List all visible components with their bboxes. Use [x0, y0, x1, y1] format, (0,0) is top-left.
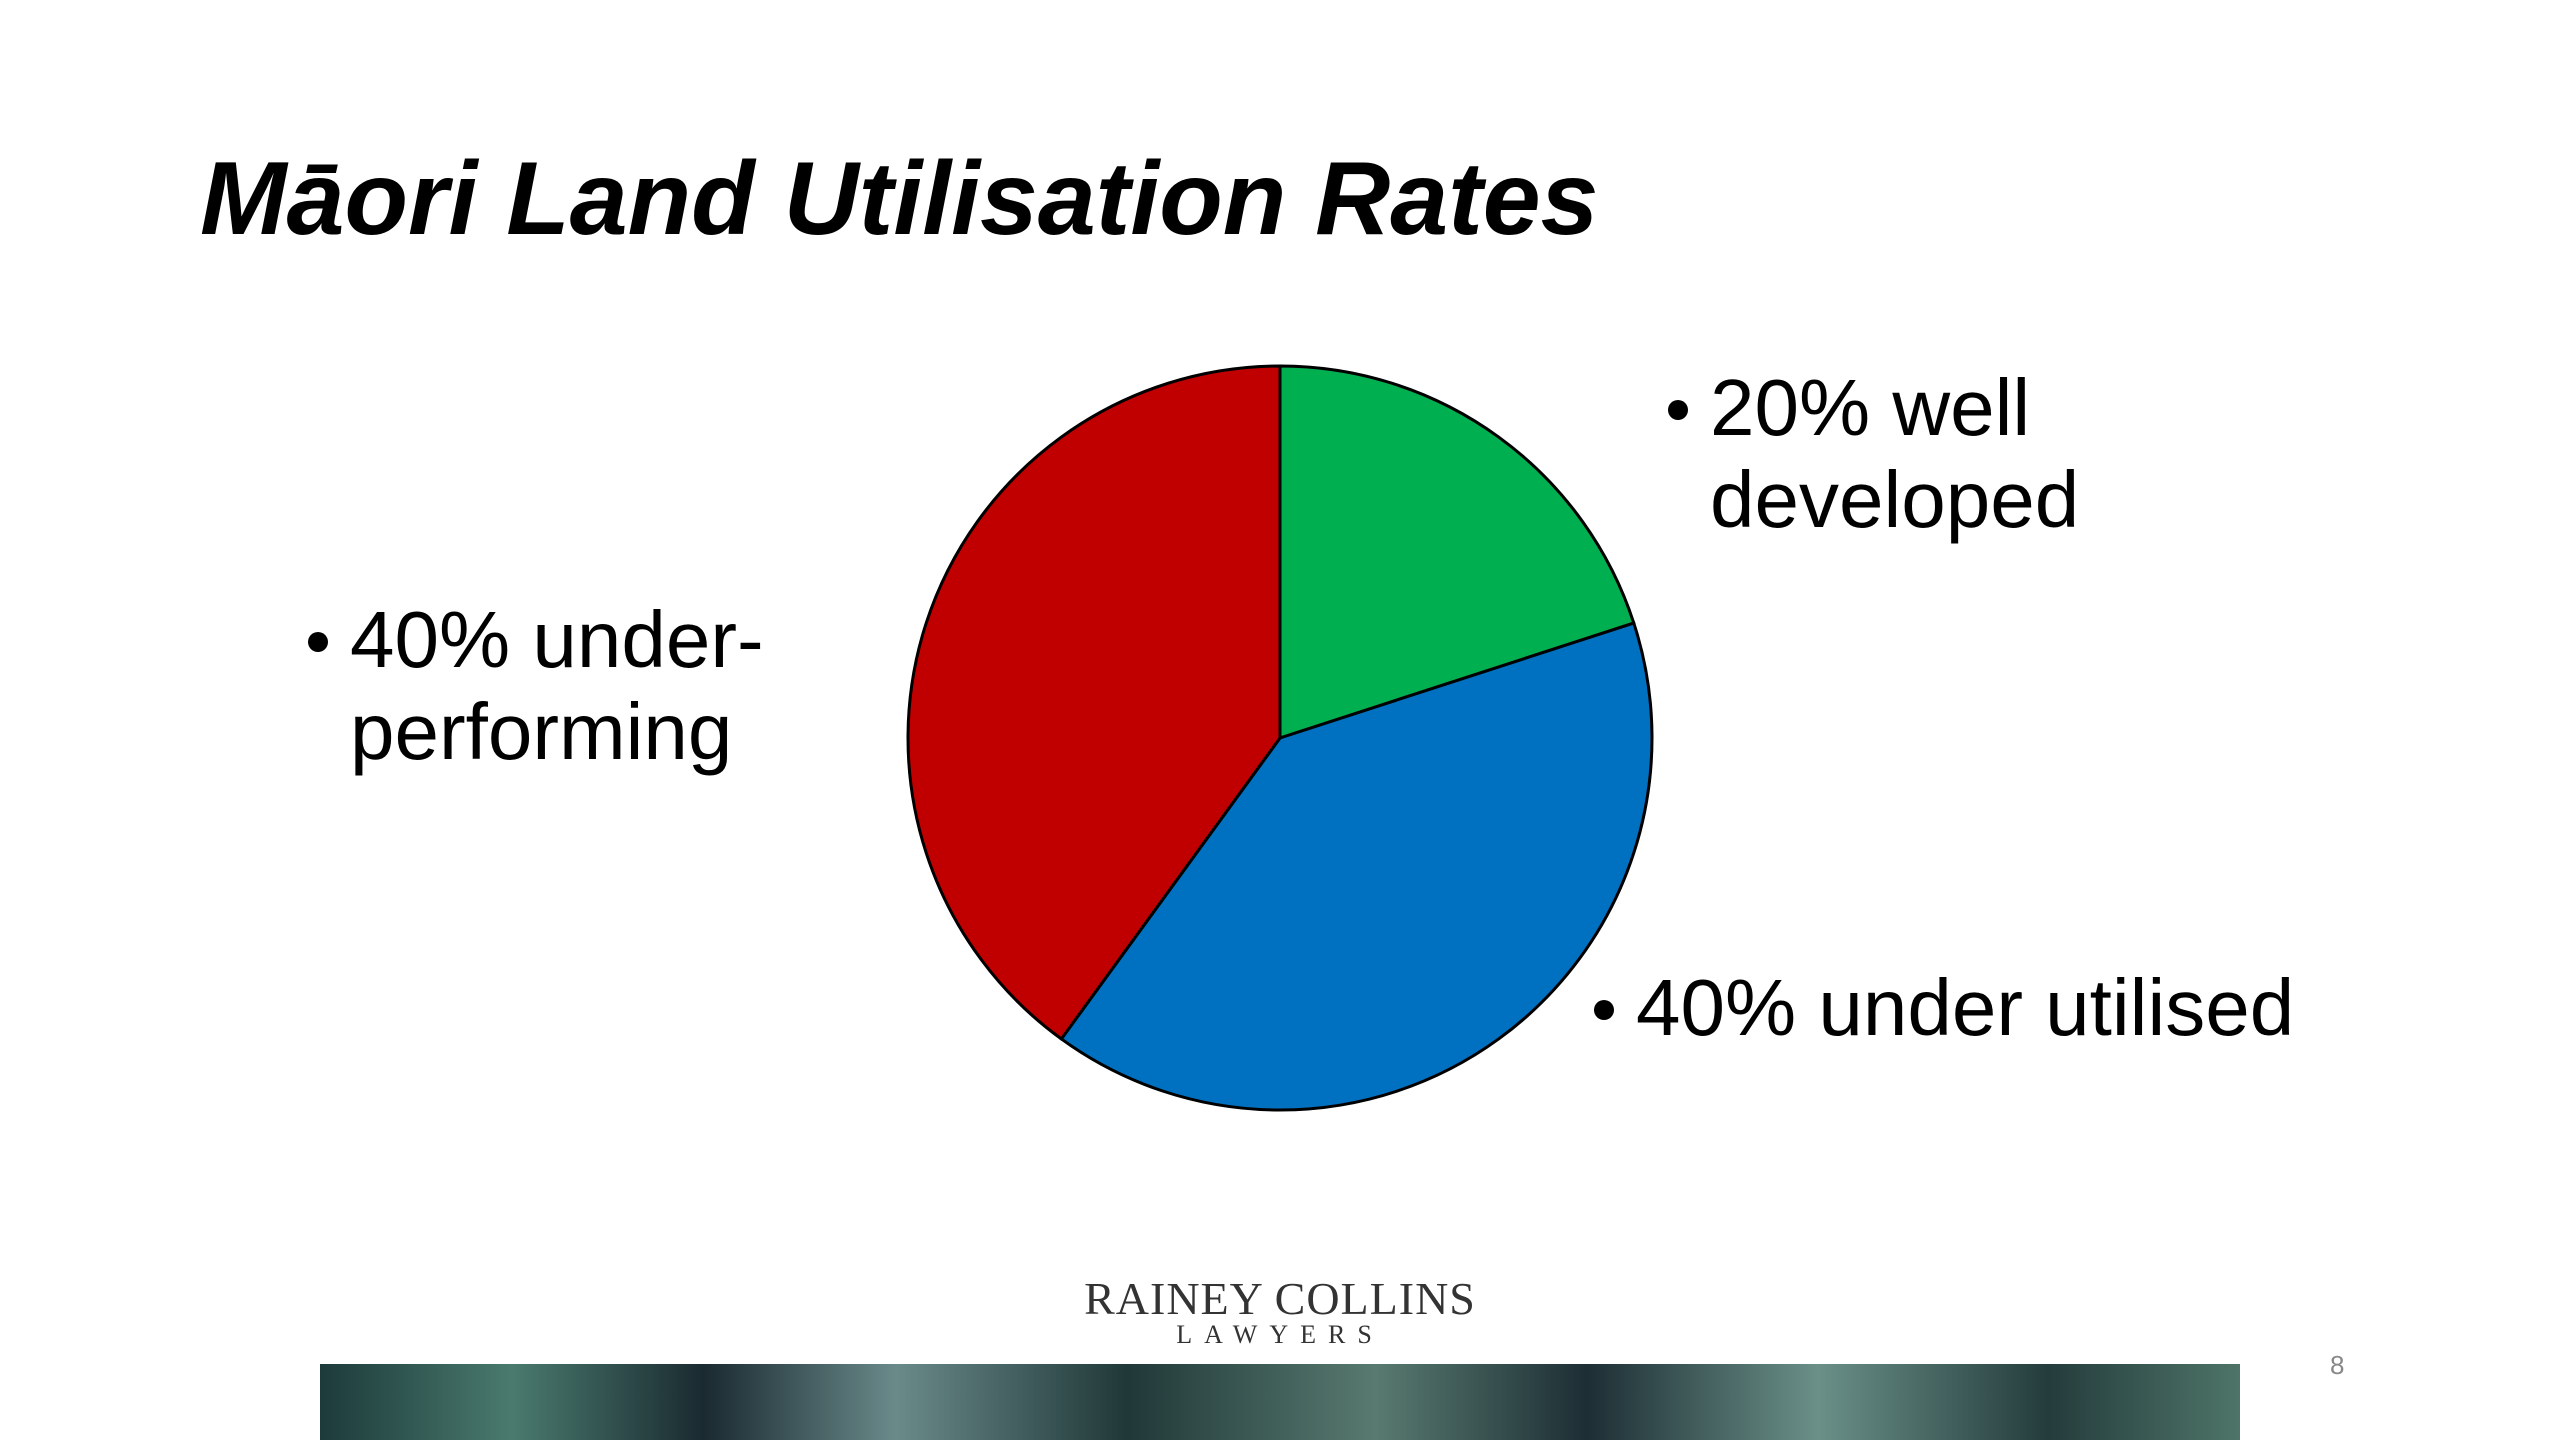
bullet — [1594, 1000, 1614, 1020]
bullet — [308, 632, 328, 652]
label-text: 40% under utilised — [1636, 963, 2295, 1052]
slice-label: 40% under-performing — [300, 594, 910, 778]
slice-label: 20% well developed — [1660, 362, 2230, 546]
decorative-strip — [320, 1364, 2240, 1440]
slice-label: 40% under utilised — [1586, 962, 2436, 1054]
label-text: 40% under-performing — [350, 595, 764, 776]
page-number: 8 — [2330, 1350, 2345, 1380]
bullet — [1668, 400, 1688, 420]
slide-title: Māori Land Utilisation Rates — [200, 141, 1599, 257]
pie-slice — [1278, 364, 1636, 741]
label-text: 20% well developed — [1710, 363, 2080, 544]
logo-subtitle: LAWYERS — [1176, 1320, 1384, 1349]
logo-name: RAINEY COLLINS — [1084, 1273, 1476, 1324]
pie-slice — [1059, 621, 1654, 1112]
pie-slice — [906, 364, 1282, 1042]
